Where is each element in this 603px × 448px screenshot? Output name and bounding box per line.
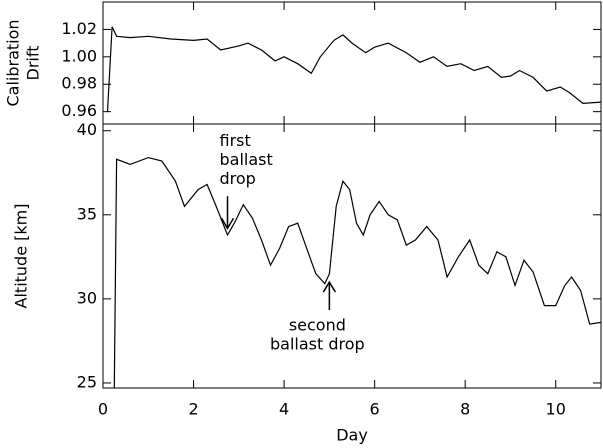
annotation-text: drop (220, 169, 256, 188)
y-tick-label: 25 (77, 372, 97, 391)
y-tick-label: 0.96 (61, 101, 97, 120)
data-line (106, 26, 602, 112)
x-tick-label: 4 (279, 400, 289, 419)
top-frame (102, 1, 602, 125)
bottom-frame (102, 123, 602, 389)
annotation-arrow (322, 280, 337, 311)
y-axis-label: Altitude [km] (12, 204, 31, 309)
y-axis-label: Calibration (4, 19, 23, 106)
x-tick-label: 0 (98, 400, 108, 419)
annotation-text: ballast (220, 150, 273, 169)
annotation-text: second (289, 316, 346, 335)
annotation-text: ballast drop (270, 335, 365, 354)
y-axis-label: Drift (24, 46, 43, 81)
y-tick-label: 40 (77, 120, 97, 139)
annotation-text: first (220, 131, 251, 150)
x-tick-label: 6 (370, 400, 380, 419)
data-line (113, 156, 602, 389)
annotation-arrow (220, 196, 235, 230)
x-tick-label: 10 (546, 400, 566, 419)
y-tick-label: 1.00 (61, 46, 97, 65)
y-tick-label: 1.02 (61, 19, 97, 38)
x-tick-label: 8 (460, 400, 470, 419)
y-tick-label: 0.98 (61, 74, 97, 93)
y-tick-label: 35 (77, 204, 97, 223)
x-tick-label: 2 (188, 400, 198, 419)
y-tick-label: 30 (77, 288, 97, 307)
x-axis-label: Day (336, 426, 368, 445)
